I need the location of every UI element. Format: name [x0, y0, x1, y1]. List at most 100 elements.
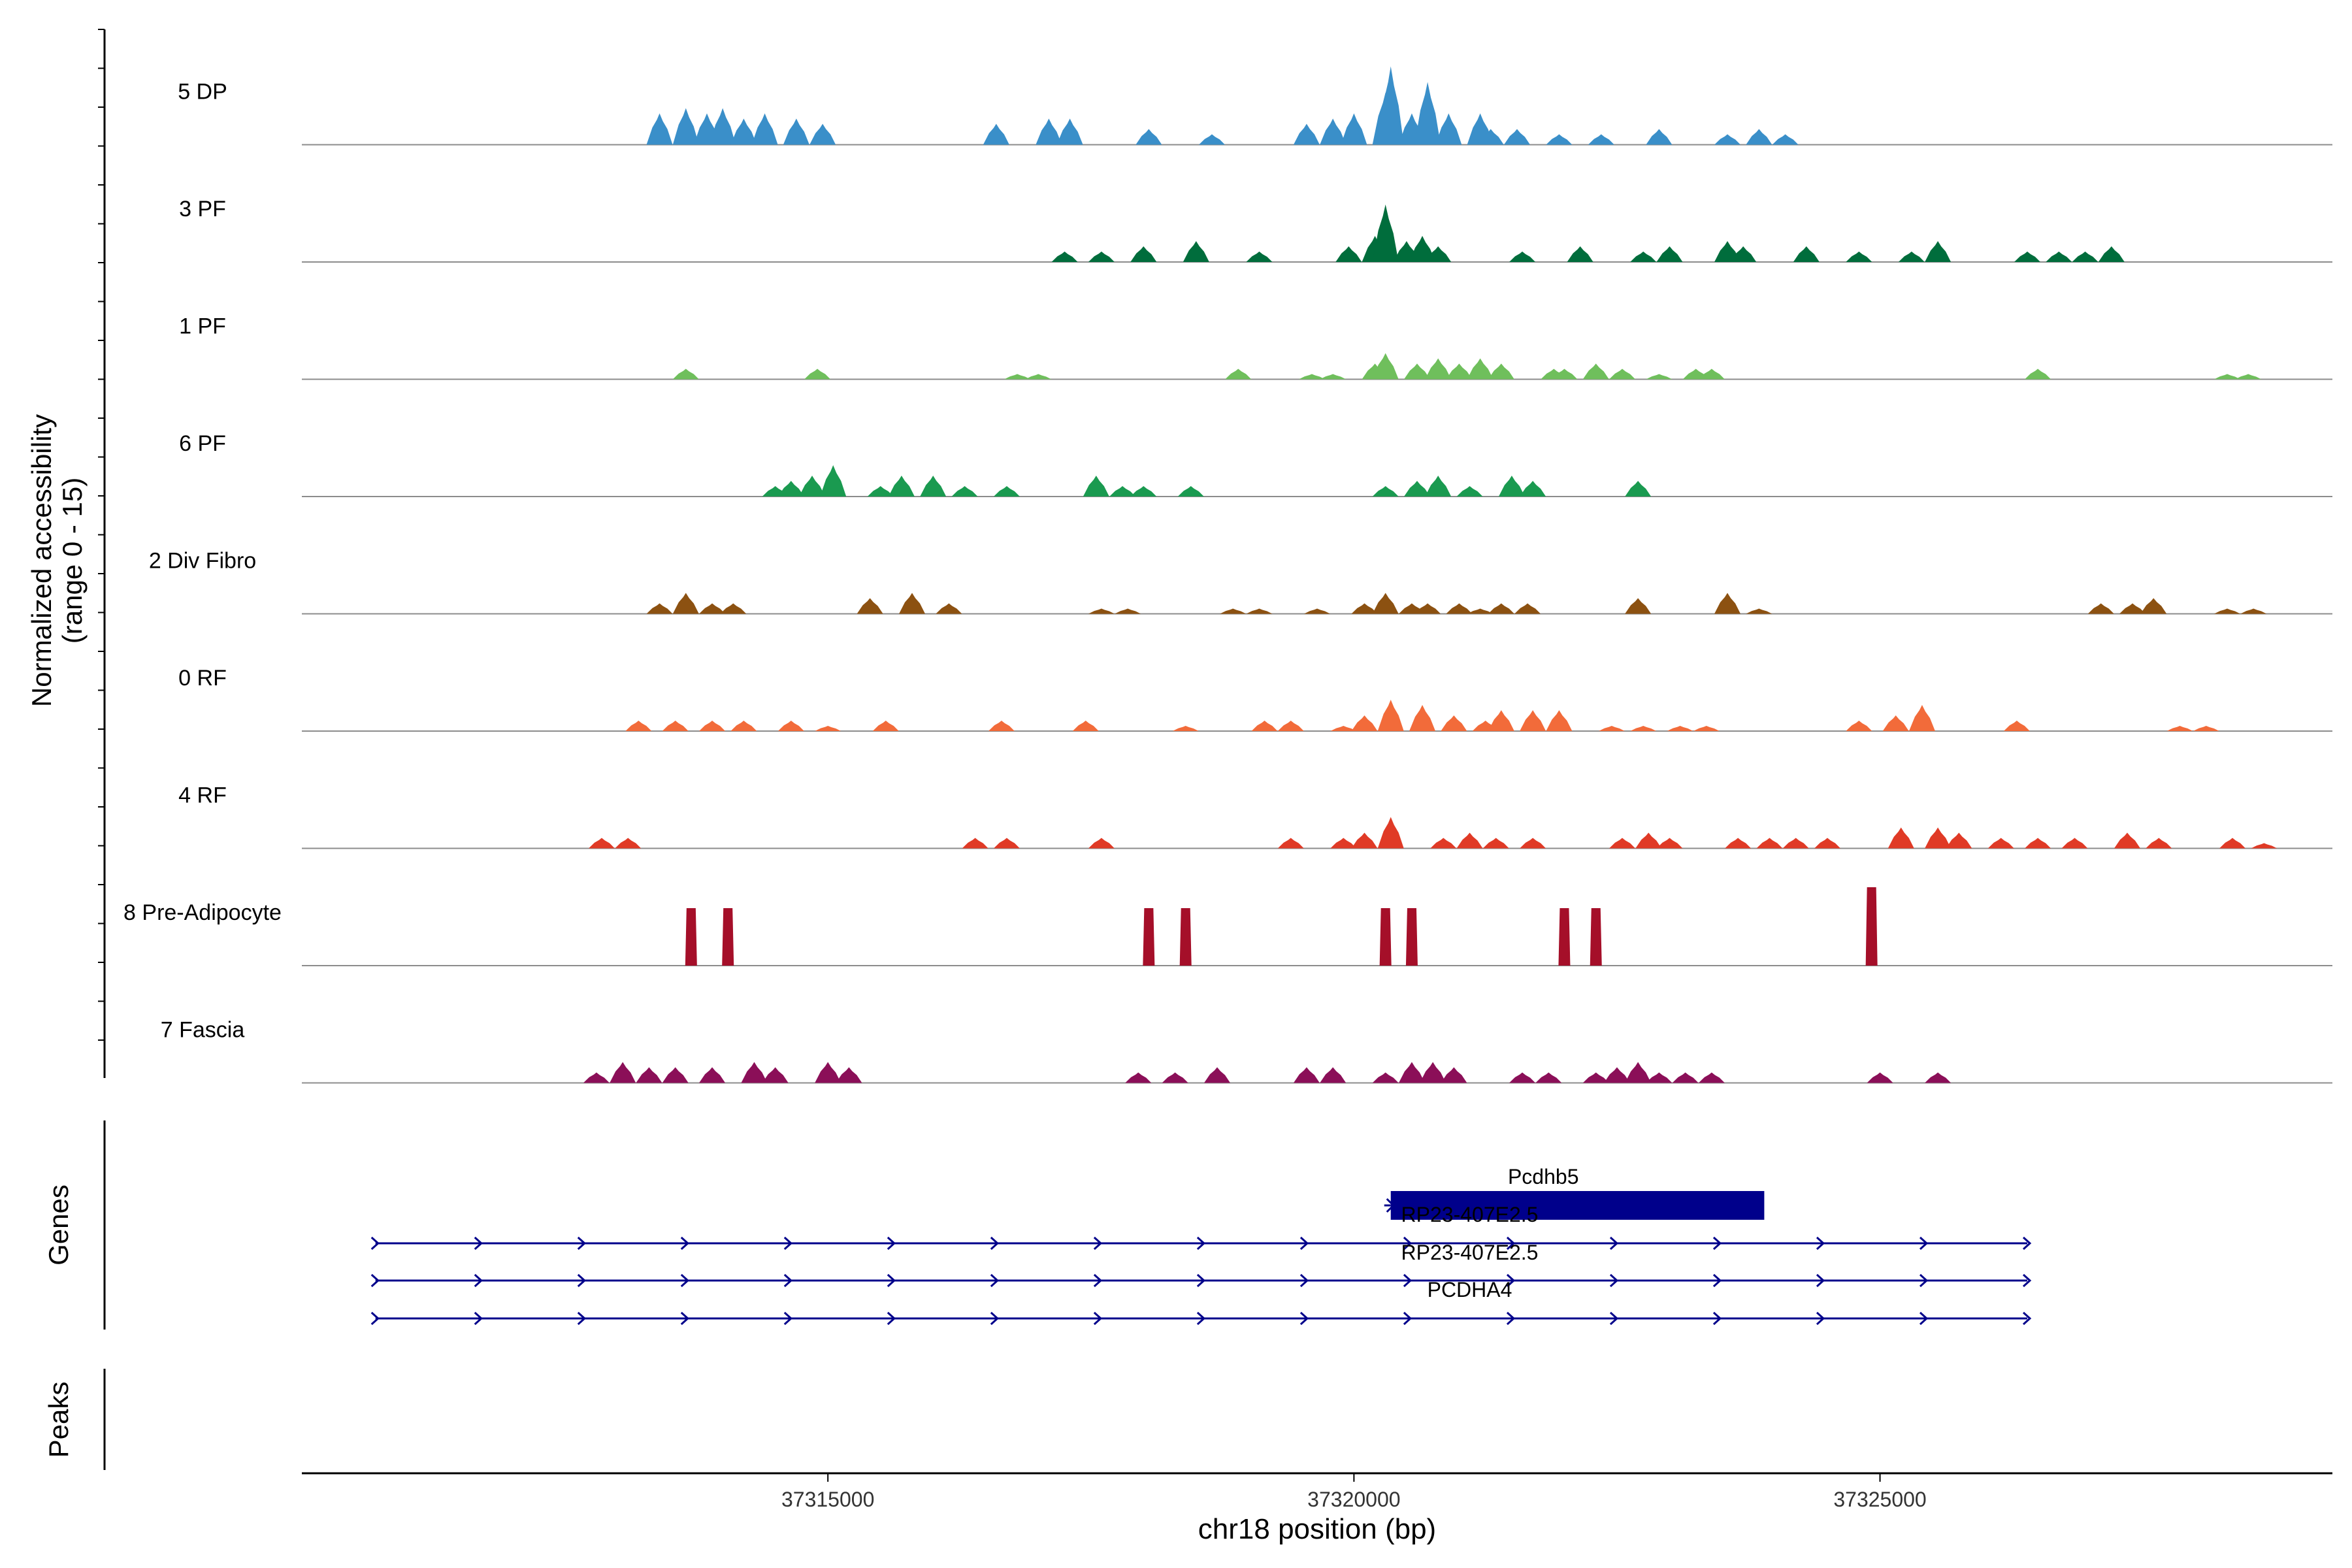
coverage-peak — [1293, 123, 1320, 145]
strand-arrow — [887, 1236, 896, 1250]
coverage-peak — [1882, 715, 1909, 731]
x-axis-ticks: 37315000 37320000 37325000 — [781, 1473, 1927, 1511]
strand-arrow — [1816, 1273, 1825, 1288]
coverage-peak — [815, 726, 841, 731]
strand-arrow — [680, 1311, 690, 1326]
x-axis-label: chr18 position (bp) — [1198, 1513, 1436, 1545]
coverage-peak — [1351, 603, 1378, 614]
strand-arrow — [1506, 1311, 1516, 1326]
coverage-peak — [1865, 887, 1878, 966]
track-label: 0 RF — [178, 666, 227, 691]
coverage-peak — [936, 603, 962, 614]
strand-arrow — [887, 1273, 896, 1288]
strand-arrow — [1403, 1311, 1413, 1326]
coverage-peak — [1467, 358, 1494, 380]
strand-arrow — [1403, 1236, 1413, 1250]
coverage-peak — [993, 838, 1020, 849]
coverage-peak — [1582, 363, 1609, 380]
strand-arrow — [474, 1273, 483, 1288]
track-label: 8 Pre-Adipocyte — [123, 900, 282, 925]
coverage-peak — [2025, 368, 2051, 380]
strand-arrow — [990, 1273, 1000, 1288]
strand-arrow — [1299, 1311, 1309, 1326]
coverage-peak — [1635, 832, 1662, 849]
track-label: 5 DP — [178, 80, 227, 105]
coverage-peak — [2072, 252, 2099, 262]
coverage-peak — [1220, 608, 1247, 614]
coverage-peak — [1535, 1072, 1562, 1083]
coverage-peak — [1646, 1072, 1673, 1083]
coverage-peak — [1072, 721, 1099, 731]
coverage-peak — [1051, 252, 1078, 262]
coverage-peak — [1330, 726, 1357, 731]
track-5-dp: 5 DP — [178, 66, 2332, 146]
coverage-peak — [1441, 715, 1467, 731]
coverage-peak — [1625, 1062, 1652, 1083]
y-axis-label: Normalized accessibility — [26, 414, 57, 707]
coverage-peak — [2193, 726, 2219, 731]
coverage-peak — [1372, 353, 1399, 380]
strand-arrow — [1299, 1273, 1309, 1288]
coverage-peak — [1756, 838, 1783, 849]
coverage-peak — [1377, 66, 1404, 145]
coverage-peak — [1425, 246, 1452, 262]
track-label: 3 PF — [179, 197, 226, 221]
coverage-peak — [1130, 486, 1157, 497]
coverage-peak — [1351, 715, 1378, 731]
coverage-peak — [1372, 1072, 1399, 1083]
coverage-peak — [804, 368, 831, 380]
coverage-peak — [685, 908, 697, 966]
coverage-peak — [1320, 1067, 1347, 1083]
coverage-peak — [2003, 721, 2030, 731]
coverage-peak — [2046, 252, 2072, 262]
coverage-peak — [962, 838, 988, 849]
coverage-peak — [1746, 129, 1772, 145]
coverage-peak — [1083, 476, 1109, 497]
coverage-peak — [867, 486, 894, 497]
coverage-peak — [1793, 246, 1820, 262]
coverage-peak — [1477, 129, 1504, 145]
coverage-peak — [1143, 908, 1155, 966]
coverage-peak — [1846, 252, 1872, 262]
strand-arrow — [1093, 1311, 1103, 1326]
coverage-peak — [1509, 252, 1536, 262]
coverage-peak — [1425, 358, 1452, 380]
track-label: 6 PF — [179, 431, 226, 456]
coverage-peak — [1446, 363, 1473, 380]
coverage-peak — [1488, 603, 1514, 614]
coverage-tracks: 5 DP 3 PF 1 PF 6 PF 2 Div Fibro 0 RF 4 RF 8 Pre… — [123, 66, 2332, 1084]
gene-rp23-407e2-5: RP23-407E2.5 — [370, 1203, 2032, 1250]
gene-label: RP23-407E2.5 — [1401, 1241, 1539, 1264]
coverage-peak — [583, 1072, 610, 1083]
coverage-peak — [1725, 838, 1752, 849]
coverage-peak — [1320, 118, 1347, 145]
coverage-peak — [672, 593, 699, 614]
coverage-peak — [1520, 838, 1546, 849]
coverage-peak — [751, 113, 778, 145]
coverage-peak — [1409, 705, 1436, 731]
coverage-peak — [1698, 368, 1725, 380]
strand-arrow — [1816, 1311, 1825, 1326]
peaks-panel-label: Peaks — [43, 1382, 74, 1458]
coverage-peak — [1056, 118, 1083, 145]
strand-arrow — [1712, 1311, 1722, 1326]
coverage-peak — [1520, 481, 1546, 497]
coverage-peak — [1520, 710, 1546, 731]
coverage-peak — [1172, 726, 1199, 731]
coverage-peak — [1630, 252, 1657, 262]
gene-pcdha4: PCDHA4 — [370, 1278, 2032, 1326]
coverage-peak — [1625, 598, 1652, 614]
coverage-peak — [951, 486, 978, 497]
strand-arrow — [1506, 1273, 1516, 1288]
coverage-peak — [1609, 838, 1636, 849]
coverage-peak — [1456, 832, 1483, 849]
coverage-peak — [1503, 129, 1530, 145]
x-tick-label: 37315000 — [781, 1488, 874, 1511]
coverage-peak — [1730, 246, 1757, 262]
coverage-peak — [1456, 486, 1483, 497]
coverage-peak — [888, 476, 915, 497]
coverage-peak — [1441, 1067, 1467, 1083]
coverage-peak — [1414, 82, 1441, 145]
